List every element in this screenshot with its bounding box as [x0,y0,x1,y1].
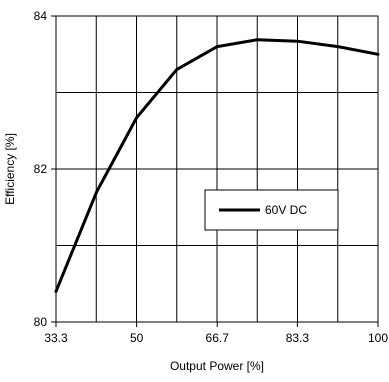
ticks: 33.3 50 66.7 83.3 100 80 82 84 [34,9,389,345]
legend-label: 60V DC [265,203,307,217]
x-tick-label: 33.3 [44,331,68,345]
x-tick-label: 83.3 [286,331,310,345]
y-tick-label: 82 [34,162,48,176]
y-axis-label: Efficiency [%] [3,133,17,205]
series-line [54,38,380,293]
grid [56,16,378,322]
x-tick-label: 66.7 [206,331,230,345]
series-layer [54,38,380,293]
x-tick-label: 100 [368,331,388,345]
y-tick-label: 84 [34,9,48,23]
x-tick-label: 50 [130,331,144,345]
x-axis-label: Output Power [%] [170,359,264,373]
y-tick-label: 80 [34,315,48,329]
legend: 60V DC [204,189,339,231]
